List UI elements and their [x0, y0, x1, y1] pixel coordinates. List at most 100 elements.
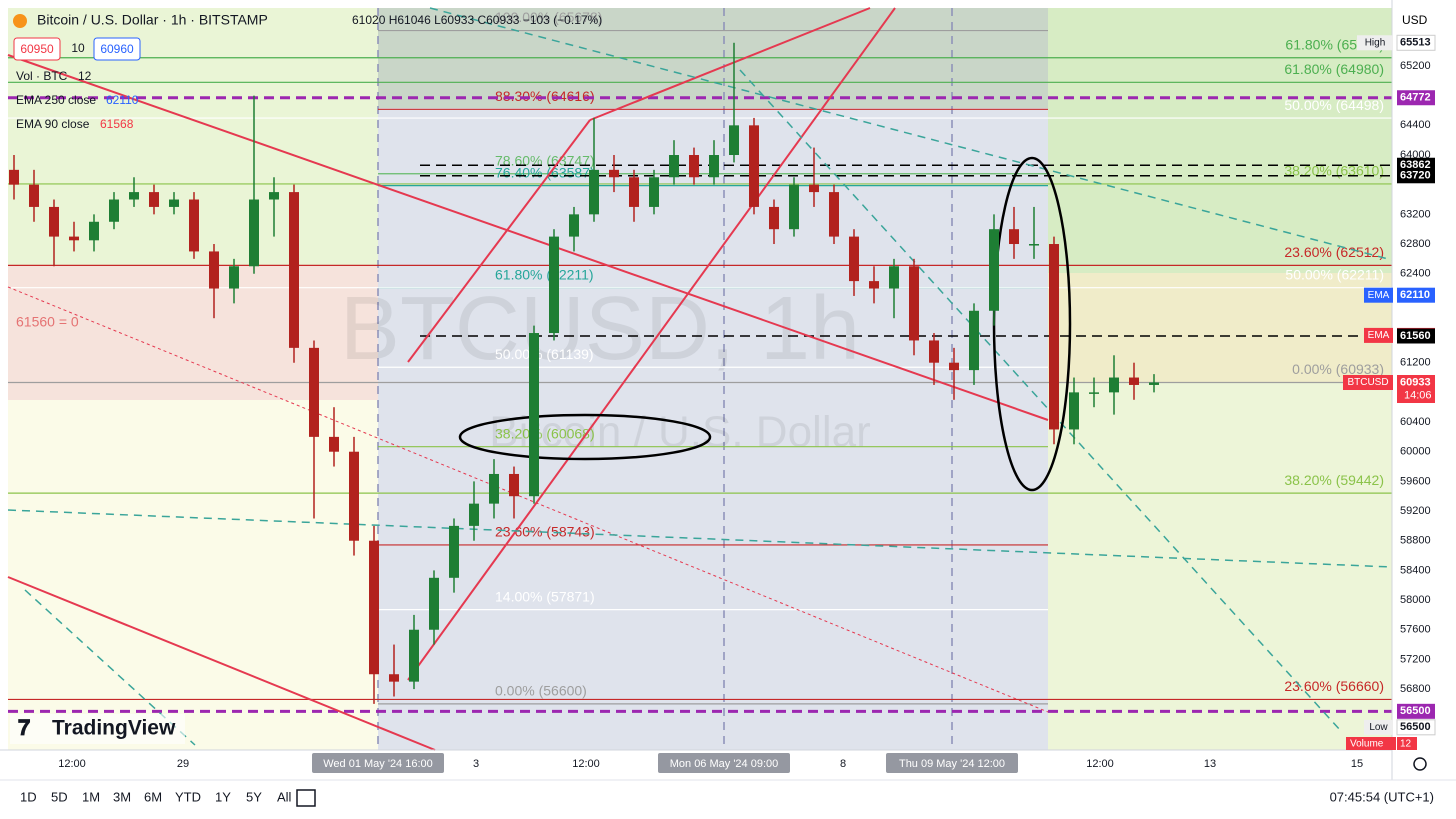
range-button[interactable]: 1Y	[215, 789, 231, 804]
fib-label: 88.30% (64616)	[495, 88, 595, 104]
price-badge	[1396, 719, 1436, 736]
range-button[interactable]: 1D	[20, 789, 37, 804]
candle-body	[89, 221, 99, 241]
watermark-symbol: BTCUSD, 1h	[340, 279, 860, 379]
candle-body	[709, 155, 719, 178]
candle-body	[589, 169, 599, 215]
price-tick-label: 64400	[1400, 119, 1431, 131]
time-highlight	[886, 753, 1018, 773]
indicator-value: 12	[78, 69, 92, 83]
drawings	[7, 7, 1393, 751]
candle-body	[629, 177, 639, 207]
time-label: 12:00	[572, 758, 600, 770]
ohlc: 61020 H61046 L60933 C60933 −103 (−0.17%)	[352, 13, 602, 27]
candle-body	[269, 192, 279, 200]
candle-body	[909, 266, 919, 341]
candle-body	[669, 155, 679, 178]
range-button[interactable]: 1M	[82, 789, 100, 804]
tag-badge	[1364, 287, 1393, 303]
price-tick-label: 58000	[1400, 594, 1431, 606]
price-badge	[1397, 703, 1435, 719]
candle-body	[689, 155, 699, 178]
price-tick-label: 58800	[1400, 535, 1431, 547]
price-tick-label: 60000	[1400, 446, 1431, 458]
price-tick-label: 60400	[1400, 416, 1431, 428]
time-label: 29	[177, 758, 189, 770]
range-button[interactable]: All	[277, 789, 292, 804]
candle-body	[949, 362, 959, 371]
tag-badge-label: High	[1365, 37, 1386, 48]
sell-button[interactable]: 60950	[20, 42, 54, 56]
price-badge-label: 60933	[1400, 376, 1431, 388]
indicator-value: 62110	[106, 93, 139, 107]
price-tick-label: 57600	[1400, 624, 1431, 636]
fib-label: 23.60% (62512)	[1284, 244, 1384, 260]
candle-body	[1149, 382, 1159, 385]
symbol-title[interactable]: Bitcoin / U.S. Dollar · 1h · BITSTAMP	[37, 12, 268, 28]
time-highlight	[658, 753, 790, 773]
candle-body	[509, 473, 519, 497]
tag-badge	[1364, 327, 1393, 343]
range-button[interactable]: 6M	[144, 789, 162, 804]
price-badge	[1397, 328, 1435, 344]
candle-body	[1049, 244, 1059, 430]
candle-body	[969, 310, 979, 371]
candle-body	[729, 125, 739, 156]
range-button[interactable]: 3M	[113, 789, 131, 804]
fib-label: 23.60% (56660)	[1284, 678, 1384, 694]
settings-icon[interactable]	[1413, 757, 1427, 771]
candle-body	[109, 199, 119, 222]
fib-label: 61.80% (64980)	[1284, 61, 1384, 77]
candle-body	[1089, 392, 1099, 394]
price-badge-label: 64772	[1400, 92, 1431, 104]
fib-label: 100.00% (65678)	[495, 9, 602, 25]
candle-body	[129, 192, 139, 200]
candle-body	[289, 192, 299, 348]
candle-body	[469, 503, 479, 526]
candle-body	[169, 199, 179, 207]
candle-body	[409, 629, 419, 682]
candle-body	[369, 540, 379, 675]
candle-body	[829, 192, 839, 237]
candle-body	[989, 229, 999, 311]
candle-body	[309, 347, 319, 437]
fib-label: 50.00% (64498)	[1284, 97, 1384, 113]
candle-body	[1029, 244, 1039, 246]
tag-badge-label: BTCUSD	[1347, 377, 1388, 388]
currency[interactable]: USD	[1402, 13, 1428, 27]
candle-body	[69, 236, 79, 241]
price-tick-label: 62800	[1400, 238, 1431, 250]
candle-body	[209, 251, 219, 289]
fib-label: 50.00% (62211)	[1285, 266, 1384, 282]
candle-body	[9, 169, 19, 185]
price-badge	[1397, 90, 1435, 106]
candle-body	[569, 214, 579, 237]
candle-body	[769, 206, 779, 230]
range-button[interactable]: 5Y	[246, 789, 262, 804]
logo: 𝟕 TradingView	[10, 714, 185, 744]
svg-text:𝟕: 𝟕	[18, 715, 31, 740]
date-range-icon[interactable]	[296, 789, 316, 807]
buy-button[interactable]: 60960	[100, 42, 134, 56]
logo-text: TradingView	[52, 717, 176, 740]
candle-body	[489, 473, 499, 504]
time-label: 3	[473, 758, 479, 770]
tag-badge	[1364, 719, 1393, 735]
time-label: 8	[840, 758, 846, 770]
candle-body	[229, 266, 239, 289]
price-badge	[1397, 168, 1435, 184]
spread: 10	[71, 41, 85, 55]
candle-body	[329, 436, 339, 452]
candle-body	[649, 177, 659, 207]
price-tick-label: 62400	[1400, 268, 1431, 280]
price-badge-label: 65513	[1400, 37, 1431, 49]
fib-label: 61.80% (62211)	[495, 266, 594, 282]
candle-body	[869, 281, 879, 289]
range-button[interactable]: YTD	[175, 789, 201, 804]
volume-value-bg	[1397, 737, 1417, 750]
price-badge	[1397, 287, 1435, 303]
candle-body	[749, 125, 759, 207]
candle-body	[529, 333, 539, 497]
range-button[interactable]: 5D	[51, 789, 68, 804]
price-badge-label: 62110	[1400, 289, 1430, 301]
